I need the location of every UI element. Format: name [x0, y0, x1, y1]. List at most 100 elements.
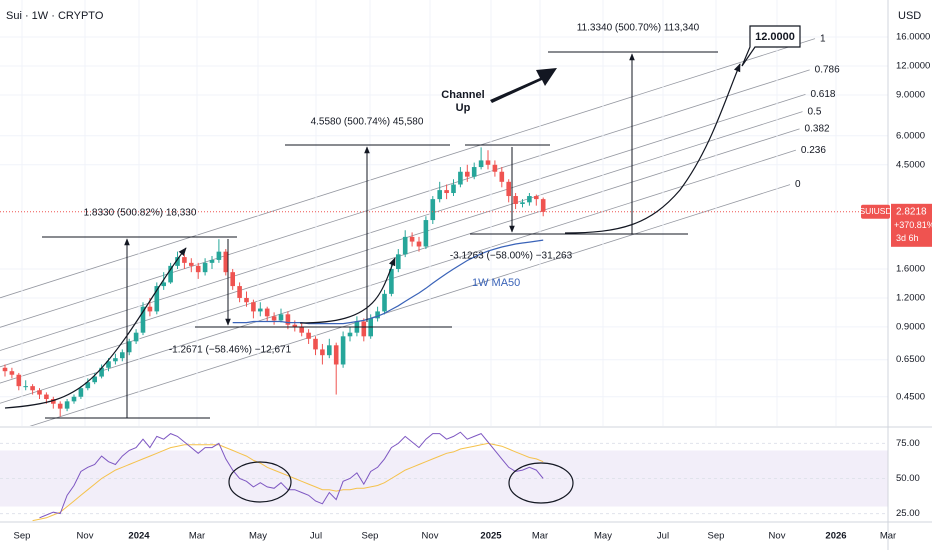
- rsi-tick-label: 25.00: [896, 508, 920, 519]
- y-tick-label: 16.0000: [896, 32, 930, 43]
- candle-body: [292, 324, 298, 327]
- candle-body: [51, 399, 56, 404]
- candle-body: [437, 190, 442, 200]
- fib-label: 0.618: [810, 89, 835, 100]
- candle-body: [182, 257, 187, 263]
- x-tick-label: 2024: [128, 531, 150, 542]
- candle-body: [223, 251, 229, 273]
- candle-body: [327, 345, 332, 356]
- candle-body: [175, 257, 180, 266]
- candle-body: [99, 367, 104, 377]
- candle-body: [347, 332, 353, 337]
- ma-line: [232, 239, 544, 325]
- candle-body: [409, 236, 415, 242]
- candle-body: [333, 345, 339, 365]
- candle-body: [478, 160, 484, 168]
- currency-label: USD: [898, 10, 921, 22]
- candle-body: [147, 306, 153, 312]
- candle-body: [16, 374, 22, 387]
- candle-body: [85, 382, 91, 389]
- measure-label: 4.5580 (500.74%) 45,580: [311, 117, 424, 128]
- y-tick-label: 12.0000: [896, 60, 930, 71]
- candle-body: [444, 190, 449, 194]
- candle-body: [465, 171, 470, 177]
- candle-body: [313, 338, 318, 350]
- countdown-label: 3d 6h: [896, 233, 919, 243]
- y-tick-label: 4.5000: [896, 159, 925, 170]
- fib-label: 0.5: [808, 106, 822, 117]
- chart-title: Sui · 1W · CRYPTO: [6, 10, 104, 22]
- candle-body: [168, 265, 173, 283]
- candle-body: [64, 401, 70, 409]
- rsi-tick-label: 75.00: [896, 438, 920, 449]
- candle-body: [423, 220, 429, 247]
- candle-body: [271, 316, 277, 321]
- candle-body: [540, 199, 546, 212]
- candle-body: [396, 254, 401, 269]
- x-tick-label: Nov: [769, 531, 786, 542]
- x-tick-label: Sep: [362, 531, 379, 542]
- fib-label: 0: [795, 179, 801, 190]
- candle-body: [195, 265, 201, 273]
- candle-body: [520, 202, 525, 204]
- rsi-tick-label: 50.00: [896, 473, 920, 484]
- projection-curve: [299, 257, 396, 324]
- candle-body: [133, 332, 139, 342]
- price-label: 2.8218: [896, 206, 927, 217]
- candle-body: [492, 164, 498, 172]
- candle-body: [113, 358, 118, 362]
- candle-body: [430, 199, 436, 221]
- symbol-tag: [861, 204, 890, 219]
- measure-label: 11.3340 (500.70%) 113,340: [577, 23, 700, 34]
- rsi-line: [39, 431, 544, 519]
- measure-label: -1.2671 (−58.46%) −12,671: [169, 345, 292, 356]
- fib-line: [0, 69, 810, 328]
- candle-body: [209, 259, 215, 263]
- y-tick-label: 0.4500: [896, 391, 925, 402]
- change-label: +370.81%: [894, 220, 932, 230]
- highlight-circle: [508, 462, 574, 504]
- x-tick-label: May: [249, 531, 267, 542]
- candle-body: [485, 160, 491, 165]
- projection-curve: [4, 247, 187, 409]
- candle-body: [499, 171, 505, 182]
- candle-body: [30, 386, 35, 391]
- fib-label: 0.236: [801, 145, 826, 156]
- highlight-circle: [228, 461, 292, 503]
- candle-body: [402, 236, 408, 255]
- candle-body: [37, 390, 42, 395]
- pattern-label: Up: [456, 102, 471, 114]
- candle-body: [471, 167, 477, 177]
- candle-body: [57, 403, 63, 409]
- target-label: 12.0000: [755, 31, 795, 43]
- y-tick-label: 0.6500: [896, 354, 925, 365]
- x-tick-label: 2026: [825, 531, 846, 542]
- fib-line: [0, 38, 816, 299]
- x-tick-label: Mar: [532, 531, 548, 542]
- candle-body: [189, 262, 194, 266]
- ma-label: 1W MA50: [472, 277, 520, 289]
- x-tick-label: Nov: [422, 531, 439, 542]
- candle-body: [2, 367, 8, 372]
- candle-body: [451, 184, 456, 194]
- candle-body: [251, 302, 256, 312]
- candle-body: [71, 396, 77, 402]
- candle-body: [140, 306, 146, 333]
- target-callout: [741, 25, 801, 67]
- channel-arrow: [490, 68, 557, 103]
- measure-label: 1.8330 (500.82%) 18,330: [84, 208, 197, 219]
- rsi-line: [32, 442, 544, 522]
- candle-body: [513, 196, 518, 204]
- annotations: 1.8330 (500.82%) 18,330 -1.2671 (−58.46%…: [4, 23, 801, 504]
- fib-line: [29, 184, 791, 426]
- price-axis: [888, 0, 932, 550]
- projection-curve: [564, 63, 741, 234]
- candle-body: [375, 311, 380, 319]
- candle-body: [161, 282, 166, 287]
- candle-body: [230, 272, 235, 287]
- fib-line: [0, 111, 803, 368]
- fib-label: 1: [820, 33, 826, 44]
- candle-body: [416, 241, 422, 247]
